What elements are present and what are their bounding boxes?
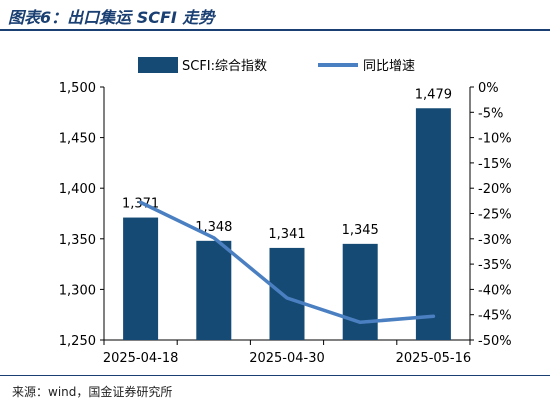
y-tick-label: 1,400 xyxy=(59,182,96,197)
y2-tick-label: -10% xyxy=(478,132,512,147)
bottom-divider xyxy=(0,375,550,376)
legend-bar-swatch xyxy=(138,57,178,73)
y-tick-label: 1,350 xyxy=(59,233,96,248)
y2-tick-label: -35% xyxy=(478,258,512,273)
y-tick-label: 1,500 xyxy=(59,81,96,96)
chart-title: 图表6：出口集运 SCFI 走势 xyxy=(8,8,215,27)
title-divider xyxy=(0,29,550,31)
x-tick-label: 2025-05-16 xyxy=(396,351,472,366)
bar-value-label: 1,341 xyxy=(268,227,305,242)
bar-value-label: 1,345 xyxy=(342,223,379,238)
y2-tick-label: -25% xyxy=(478,208,512,223)
y-tick-label: 1,300 xyxy=(59,283,96,298)
bar xyxy=(342,243,378,340)
y2-tick-label: -15% xyxy=(478,157,512,172)
y2-tick-label: -30% xyxy=(478,233,512,248)
y2-tick-label: -40% xyxy=(478,283,512,298)
y2-tick-label: -20% xyxy=(478,182,512,197)
bar xyxy=(123,217,159,340)
bar-value-label: 1,348 xyxy=(195,220,232,235)
y2-tick-label: -45% xyxy=(478,309,512,324)
y-tick-label: 1,450 xyxy=(59,132,96,147)
y-tick-label: 1,250 xyxy=(59,334,96,349)
bar xyxy=(196,240,232,340)
source-note: 来源：wind，国金证券研究所 xyxy=(12,385,173,399)
yoy-growth-line xyxy=(138,200,436,325)
legend-bar-label: SCFI:综合指数 xyxy=(182,59,267,74)
y2-tick-label: -50% xyxy=(478,334,512,349)
bar-value-label: 1,479 xyxy=(415,87,452,102)
bar xyxy=(269,247,305,340)
bar xyxy=(415,108,451,340)
y2-tick-label: -5% xyxy=(478,106,503,121)
legend-line-label: 同比增速 xyxy=(363,59,415,74)
y2-tick-label: 0% xyxy=(478,81,499,96)
legend: SCFI:综合指数 同比增速 xyxy=(138,57,415,74)
axes: 1,250 1,300 1,350 1,400 1,450 1,500 0% -5% -10% -… xyxy=(59,81,512,366)
x-tick-label: 2025-04-18 xyxy=(103,351,179,366)
line-series xyxy=(138,200,436,325)
x-tick-label: 2025-04-30 xyxy=(249,351,325,366)
